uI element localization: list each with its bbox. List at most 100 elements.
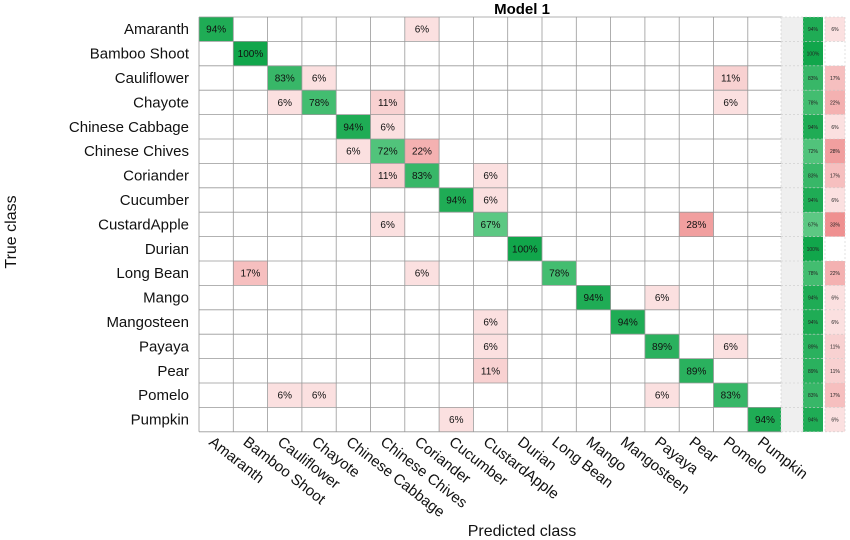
summary-correct-cell [803, 187, 823, 213]
cell-value-label: 22% [412, 147, 432, 158]
matrix-cell [713, 334, 748, 359]
summary-correct-label: 89% [808, 344, 819, 350]
matrix-cell [301, 65, 337, 91]
row-tick-label: Pear [157, 363, 189, 380]
summary-incorrect-cell [825, 163, 845, 188]
matrix-cell [473, 187, 508, 213]
cell-value-label: 11% [481, 366, 500, 377]
matrix-cell [679, 358, 714, 383]
matrix-cell [233, 261, 268, 286]
row-tick-label: Chinese Chives [84, 143, 189, 160]
matrix-cell [473, 163, 508, 188]
summary-correct-cell [803, 90, 823, 115]
matrix-cell [507, 236, 542, 261]
summary-incorrect-label: 17% [830, 393, 841, 399]
summary-incorrect-cell [825, 139, 845, 164]
cell-value-label: 89% [686, 366, 706, 377]
cell-value-label: 11% [378, 171, 397, 182]
matrix-cell [336, 139, 371, 164]
summary-incorrect-cell [825, 212, 845, 237]
summary-correct-cell [803, 309, 823, 335]
summary-incorrect-cell [825, 65, 845, 91]
matrix-cell [542, 261, 577, 286]
row-tick-label: Mango [143, 290, 189, 307]
cell-value-label: 100% [512, 244, 538, 255]
cell-value-label: 6% [415, 25, 430, 36]
matrix-cell [747, 407, 783, 432]
matrix-cell [404, 17, 440, 42]
matrix-cell [610, 309, 645, 335]
matrix-cell [473, 212, 508, 237]
cell-value-label: 67% [481, 220, 501, 231]
cell-value-label: 94% [206, 25, 226, 36]
row-tick-label: Cauliflower [115, 70, 189, 87]
matrix-cell [370, 90, 405, 115]
cell-value-label: 17% [240, 269, 260, 280]
chart-title: Model 1 [494, 1, 550, 18]
matrix-cell [267, 65, 302, 91]
row-tick-label: Chinese Cabbage [69, 119, 189, 136]
cell-value-label: 94% [583, 293, 603, 304]
summary-incorrect-cell [825, 334, 845, 359]
cell-value-label: 6% [655, 391, 670, 402]
cell-value-label: 6% [380, 220, 395, 231]
matrix-cell [644, 383, 680, 408]
cell-value-label: 6% [483, 171, 498, 182]
summary-correct-label: 94% [808, 27, 819, 33]
cell-value-label: 6% [346, 147, 361, 158]
matrix-cell [679, 212, 714, 237]
matrix-cell [713, 90, 748, 115]
matrix-cell [233, 41, 268, 66]
cell-value-label: 28% [686, 220, 706, 231]
matrix-cell [267, 90, 302, 115]
cell-value-label: 6% [483, 318, 498, 329]
row-tick-label: Bamboo Shoot [90, 46, 190, 63]
row-tick-label: Coriander [123, 168, 189, 185]
cell-value-label: 72% [378, 147, 398, 158]
row-summary-strip: 94% 6% 100% 83% 17% 78% 22% 94% 6% 72% 28% 83% 17% 94… [780, 16, 846, 433]
row-tick-label: Pomelo [138, 387, 189, 404]
summary-correct-label: 94% [808, 418, 819, 424]
summary-incorrect-cell [825, 90, 845, 115]
summary-incorrect-cell [825, 407, 845, 432]
summary-spacer [781, 17, 803, 432]
summary-incorrect-label: 6% [831, 296, 839, 302]
summary-correct-cell [803, 65, 823, 91]
matrix-cell [713, 383, 748, 408]
summary-incorrect-cell [825, 187, 845, 213]
cell-value-label: 6% [483, 196, 498, 207]
summary-incorrect-label: 6% [831, 320, 839, 326]
matrix-grid: 94% 6% 100% 83% 6% 11% 6% 78% 11% 6% 94% 6% 6% 72% 22%… [198, 16, 783, 433]
summary-correct-cell [803, 383, 823, 408]
summary-incorrect-label: 33% [830, 222, 841, 228]
row-tick-label: Long Bean [116, 265, 189, 282]
summary-correct-label: 78% [808, 100, 819, 106]
matrix-cell [713, 65, 748, 91]
summary-correct-cell [803, 163, 823, 188]
row-tick-label: Amaranth [124, 21, 189, 38]
matrix-cell [301, 383, 337, 408]
summary-correct-label: 94% [808, 125, 819, 131]
row-tick-label: Chayote [133, 94, 189, 111]
cell-value-label: 83% [412, 171, 432, 182]
summary-incorrect-label: 17% [830, 174, 841, 180]
row-tick-label: Durian [145, 241, 189, 258]
summary-incorrect-label: 22% [830, 271, 841, 277]
y-axis-label: True class [3, 195, 20, 268]
summary-correct-label: 78% [808, 271, 819, 277]
summary-correct-label: 100% [807, 247, 820, 253]
summary-correct-cell [803, 212, 823, 237]
matrix-cell [370, 212, 405, 237]
cell-value-label: 11% [721, 74, 740, 85]
matrix-cell [370, 139, 405, 164]
matrix-cell [473, 309, 508, 335]
summary-correct-cell [803, 285, 823, 310]
matrix-cell [404, 261, 440, 286]
cell-value-label: 100% [238, 49, 264, 60]
summary-correct-label: 94% [808, 320, 819, 326]
summary-incorrect-label: 6% [831, 198, 839, 204]
matrix-cell [336, 114, 371, 139]
cell-value-label: 78% [309, 98, 329, 109]
cell-value-label: 6% [483, 342, 498, 353]
summary-correct-cell [803, 17, 823, 42]
